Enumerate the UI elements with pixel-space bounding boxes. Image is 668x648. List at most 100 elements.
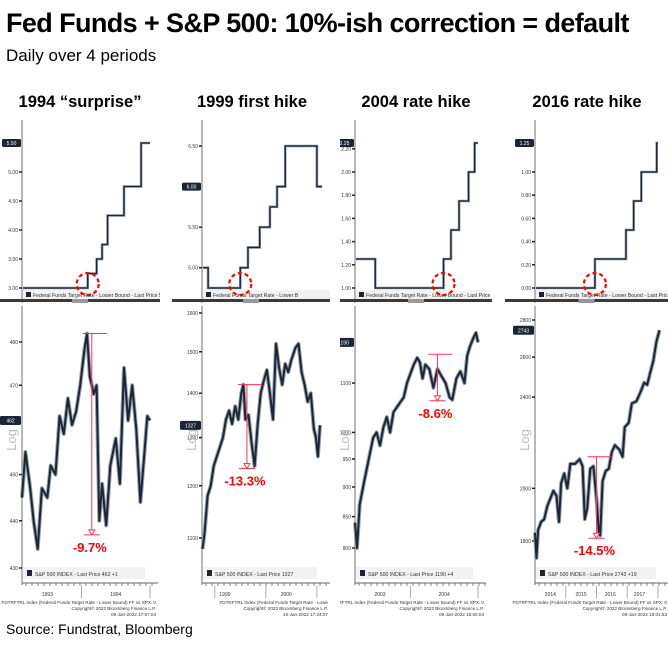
spx-legend bbox=[23, 567, 145, 579]
spx-tick-label: 470 bbox=[10, 383, 19, 389]
spx-tick-label: 450 bbox=[10, 473, 19, 479]
fed-tick-label: 4.00 bbox=[8, 228, 18, 234]
fed-tick-label: 0.00 bbox=[521, 286, 531, 292]
fed-last-value-box bbox=[2, 139, 21, 147]
fed-tick-label: 1.00 bbox=[521, 170, 531, 176]
scroll-handle bbox=[243, 298, 259, 303]
fed-tick-label: 0.40 bbox=[521, 240, 531, 246]
spx-last-value: 2743 bbox=[518, 328, 529, 334]
page-subtitle: Daily over 4 periods bbox=[6, 46, 157, 65]
panel-content: 1.00 1.20 1.40 1.60 1.80 2.00 2.202.25 Federal … bbox=[338, 120, 492, 617]
spx-tick-label: 800 bbox=[343, 546, 352, 552]
fed-legend bbox=[356, 290, 489, 299]
year-label: 1993 bbox=[42, 592, 53, 598]
spx-tick-label: 2800 bbox=[520, 318, 531, 324]
spx-tick-label: 900 bbox=[343, 485, 352, 491]
fed-tick-label: 1.80 bbox=[341, 193, 351, 199]
fed-tick-label: 5.00 bbox=[188, 266, 198, 272]
fed-funds-line-shadow bbox=[23, 141, 150, 290]
bloomberg-footer-line: Copyright© 2022 Bloomberg Finance L.P. bbox=[582, 605, 667, 611]
spx-legend-swatch bbox=[360, 570, 365, 576]
panel-content: 0.00 0.20 0.40 0.60 0.80 1.00 1.25 Federal Fund… bbox=[505, 120, 668, 617]
fed-legend-swatch bbox=[539, 292, 544, 297]
log-scale-label: Log bbox=[517, 429, 532, 451]
spx-legend-swatch bbox=[207, 570, 212, 576]
spx-tick-label: 2600 bbox=[520, 355, 531, 361]
fed-last-value-box bbox=[340, 139, 354, 147]
spx-legend bbox=[203, 567, 317, 579]
fed-legend-swatch bbox=[26, 292, 31, 297]
spx-tick-label: 1500 bbox=[187, 350, 198, 356]
spx-tick-label: 1300 bbox=[187, 436, 198, 442]
first-hike-circle bbox=[75, 271, 100, 297]
year-label: 2004 bbox=[439, 592, 450, 598]
fed-funds-line bbox=[356, 142, 478, 289]
fed-legend-label: Federal Funds Target Rate - Lower Bound … bbox=[33, 293, 163, 299]
bloomberg-footer-line: Copyright© 2022 Bloomberg Finance L.P. bbox=[399, 605, 484, 611]
fed-tick-label: 1.00 bbox=[341, 286, 351, 292]
panel-content: 5.00 5.50 6.50 6.00 Federal Funds Target Rat… bbox=[172, 120, 330, 617]
spx-line-shadow bbox=[20, 331, 152, 551]
fed-legend-swatch bbox=[206, 292, 211, 297]
source-note: Source: Fundstrat, Bloomberg bbox=[6, 621, 193, 637]
spx-line bbox=[354, 331, 479, 549]
fed-tick-label: 5.50 bbox=[188, 225, 198, 231]
title-text: Fed Funds + S&P 500: 10%-ish correction … bbox=[6, 8, 629, 38]
fed-tick-label: 0.60 bbox=[521, 216, 531, 222]
year-label: 2003 bbox=[374, 592, 385, 598]
bloomberg-footer-line: 09-Jan-2022 18:00:04 bbox=[439, 612, 484, 617]
spx-last-value-box bbox=[513, 325, 534, 335]
panel-title-2004: 2004 rate hike bbox=[361, 93, 471, 111]
spx-tick-label: 440 bbox=[10, 519, 19, 525]
fed-tick-label: 4.50 bbox=[8, 199, 18, 205]
scroll-handle bbox=[72, 298, 88, 303]
year-label: 1999 bbox=[219, 592, 230, 598]
spx-tick-label: 480 bbox=[10, 340, 19, 346]
spx-line bbox=[534, 330, 661, 559]
spx-last-value: 1327 bbox=[185, 423, 196, 429]
spx-last-value-box bbox=[0, 416, 21, 426]
fed-last-value-box bbox=[515, 139, 534, 147]
drawdown-arrow bbox=[433, 395, 442, 402]
spx-tick-label: 1000 bbox=[340, 430, 351, 436]
fed-tick-label: 1.20 bbox=[341, 263, 351, 269]
panel-title-2016: 2016 rate hike bbox=[532, 93, 642, 111]
spx-tick-label: 850 bbox=[343, 515, 352, 521]
spx-line bbox=[21, 332, 151, 550]
fed-tick-label: 0.20 bbox=[521, 263, 531, 269]
spx-tick-label: 1100 bbox=[187, 536, 198, 542]
fed-legend-label: Federal Funds Target Rate - Lower B bbox=[213, 293, 299, 299]
panel-1: 5.00 5.50 6.50 6.00 Federal Funds Target Rat… bbox=[172, 120, 330, 617]
spx-tick-label: 2000 bbox=[520, 486, 531, 492]
spx-last-value: 1190 bbox=[338, 340, 349, 346]
fed-tick-label: 2.20 bbox=[341, 147, 351, 153]
drawdown-label: -8.6% bbox=[418, 406, 452, 421]
spx-legend-label: S&P 500 INDEX - Last Price 1190 +4 bbox=[368, 572, 453, 578]
spx-tick-label: 1600 bbox=[187, 311, 198, 317]
scroll-handle bbox=[578, 298, 595, 303]
fed-tick-label: 5.00 bbox=[8, 170, 18, 176]
year-label: 2016 bbox=[605, 592, 616, 598]
fed-tick-label: 1.60 bbox=[341, 216, 351, 222]
panel-title-1999: 1999 first hike bbox=[196, 93, 308, 111]
drawdown-label: -9.7% bbox=[73, 540, 107, 555]
year-label: 2017 bbox=[634, 592, 645, 598]
bloomberg-footer-line: Copyright© 2022 Bloomberg Finance L.P. bbox=[243, 605, 328, 611]
year-label: 2014 bbox=[545, 592, 556, 598]
bloomberg-footer-line: FDTRFTRL Index (Federal Funds Target Rat… bbox=[513, 600, 668, 605]
fed-funds-line bbox=[203, 145, 322, 289]
spx-line-shadow bbox=[533, 329, 662, 560]
drawdown-arrow bbox=[87, 529, 96, 536]
panel-3: 0.00 0.20 0.40 0.60 0.80 1.00 1.25 Federal Fund… bbox=[505, 120, 668, 617]
fed-legend-swatch bbox=[359, 292, 364, 297]
spx-legend-swatch bbox=[27, 570, 32, 576]
spx-legend bbox=[356, 567, 473, 579]
spx-tick-label: 430 bbox=[10, 566, 19, 572]
fed-legend bbox=[536, 290, 668, 299]
spx-tick-label: 950 bbox=[343, 457, 352, 463]
fed-legend-label: Federal Funds Target Rate - Lower Bound … bbox=[546, 293, 668, 299]
bloomberg-footer-line: 09-Jan-2022 18:01:53 bbox=[622, 612, 667, 617]
spx-last-value-box bbox=[340, 337, 354, 347]
first-hike-circle bbox=[431, 271, 456, 297]
drawdown-label: -14.5% bbox=[574, 543, 616, 558]
